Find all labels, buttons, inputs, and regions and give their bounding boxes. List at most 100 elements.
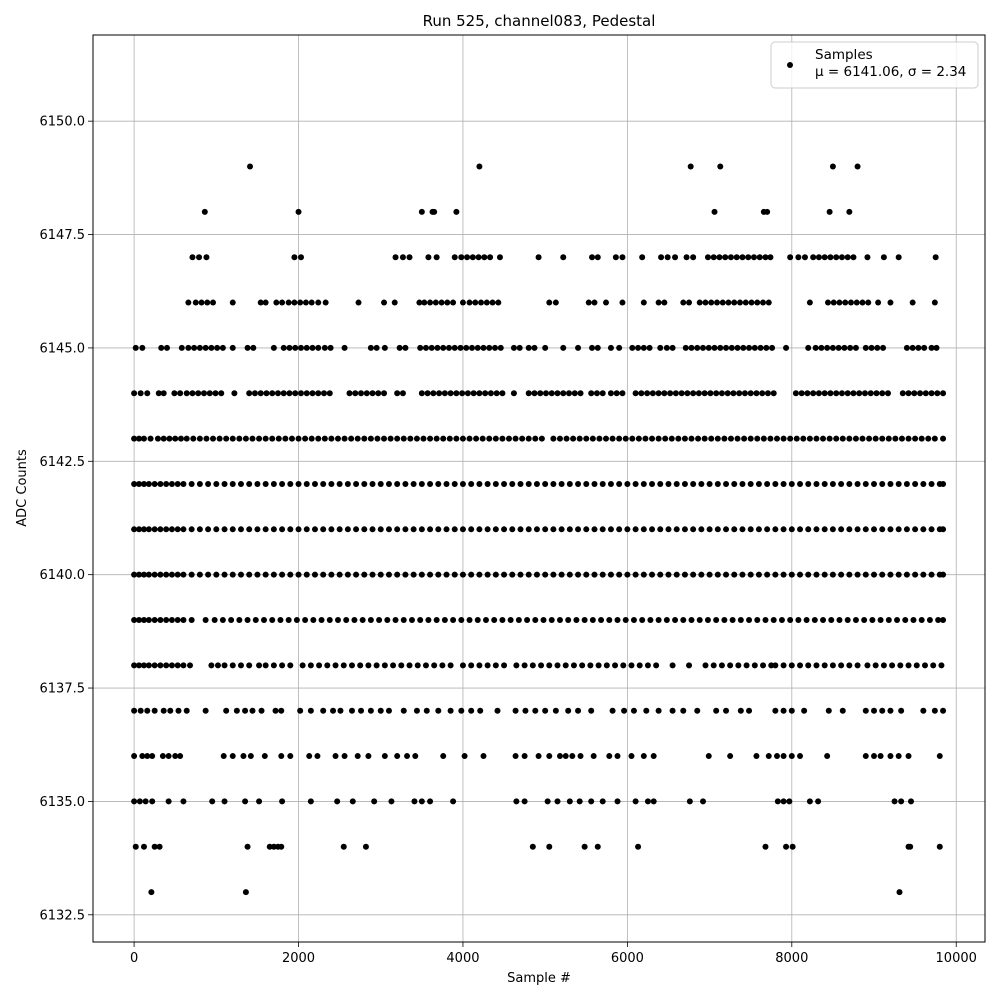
data-point: [780, 435, 787, 442]
data-point: [375, 390, 382, 397]
data-point: [450, 617, 457, 624]
data-point: [718, 390, 725, 397]
data-point: [556, 435, 563, 442]
data-point: [915, 344, 922, 351]
data-point: [727, 254, 734, 261]
data-point: [593, 390, 600, 397]
data-point: [898, 707, 905, 714]
data-point: [190, 435, 197, 442]
data-point: [468, 707, 475, 714]
data-point: [326, 390, 333, 397]
data-point: [165, 798, 172, 805]
data-point: [706, 571, 713, 578]
data-point: [905, 662, 912, 669]
data-point: [394, 526, 401, 533]
data-point: [556, 753, 563, 760]
data-point: [566, 480, 573, 487]
data-point: [453, 390, 460, 397]
data-point: [480, 344, 487, 351]
data-point: [713, 707, 720, 714]
data-point: [759, 390, 766, 397]
data-point: [874, 344, 881, 351]
data-point: [931, 299, 938, 306]
data-point: [895, 753, 902, 760]
data-point: [132, 344, 139, 351]
data-point: [246, 571, 253, 578]
data-point: [459, 526, 466, 533]
data-point: [464, 254, 471, 261]
data-point: [569, 753, 576, 760]
data-point: [661, 299, 668, 306]
data-point: [588, 707, 595, 714]
data-point: [902, 617, 909, 624]
data-point: [435, 526, 442, 533]
data-point: [836, 617, 843, 624]
data-point: [408, 617, 415, 624]
data-point: [599, 390, 606, 397]
data-point: [249, 435, 256, 442]
data-point: [864, 662, 871, 669]
data-point: [598, 617, 605, 624]
data-point: [566, 526, 573, 533]
legend-statistics: μ = 6141.06, σ = 2.34: [815, 64, 966, 80]
data-point: [747, 571, 754, 578]
data-point: [803, 617, 810, 624]
data-point: [390, 662, 397, 669]
data-point: [805, 344, 812, 351]
data-point: [813, 571, 820, 578]
data-point: [824, 299, 831, 306]
data-point: [879, 480, 886, 487]
data-point: [229, 662, 236, 669]
data-point: [940, 571, 947, 578]
data-point: [453, 435, 460, 442]
data-point: [156, 843, 163, 850]
data-point: [739, 526, 746, 533]
data-point: [928, 571, 935, 578]
data-point: [705, 344, 712, 351]
data-point: [180, 480, 187, 487]
data-point: [517, 526, 524, 533]
data-point: [903, 571, 910, 578]
data-point: [447, 662, 454, 669]
data-point: [591, 480, 598, 487]
data-point: [730, 390, 737, 397]
data-point: [163, 617, 170, 624]
data-point: [798, 390, 805, 397]
data-point: [531, 344, 538, 351]
data-point: [655, 390, 662, 397]
data-point: [373, 344, 380, 351]
data-point: [174, 526, 181, 533]
data-point: [427, 526, 434, 533]
data-point: [425, 254, 432, 261]
data-point: [209, 798, 216, 805]
data-point: [388, 798, 395, 805]
data-point: [899, 390, 906, 397]
data-point: [340, 843, 347, 850]
data-point: [640, 480, 647, 487]
data-point: [708, 435, 715, 442]
data-point: [420, 435, 427, 442]
data-point: [441, 617, 448, 624]
data-point: [303, 526, 310, 533]
data-point: [928, 526, 935, 533]
data-point: [480, 753, 487, 760]
data-point: [612, 254, 619, 261]
data-point: [513, 798, 520, 805]
data-point: [735, 662, 742, 669]
data-point: [778, 617, 785, 624]
data-point: [499, 617, 506, 624]
data-point: [622, 435, 629, 442]
data-point: [168, 662, 175, 669]
data-point: [826, 208, 833, 215]
data-point: [614, 617, 621, 624]
data-point: [354, 753, 361, 760]
data-point: [262, 435, 269, 442]
data-point: [256, 798, 263, 805]
data-point: [788, 480, 795, 487]
data-point: [177, 435, 184, 442]
data-point: [787, 617, 794, 624]
data-point: [854, 662, 861, 669]
data-point: [451, 344, 458, 351]
data-point: [517, 480, 524, 487]
data-point: [278, 843, 285, 850]
